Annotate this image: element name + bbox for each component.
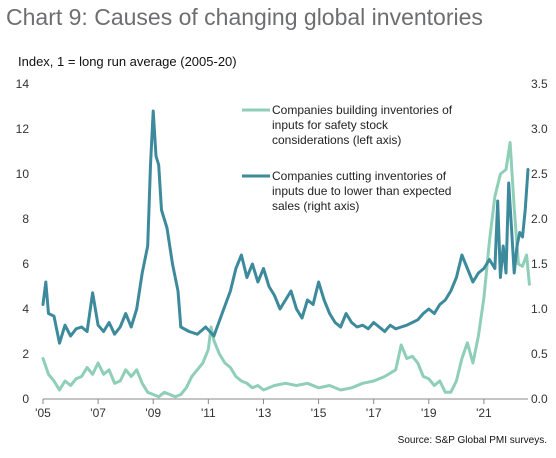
left-axis-tick-label: 4 [22,302,29,316]
x-axis-tick-label: '19 [421,406,437,420]
series-line-cutting-inventories [41,109,530,345]
right-axis-ticks: 0.0 0.5 1.0 1.5 2.0 2.5 3.0 3.5 [531,77,548,406]
right-axis-tick-label: 1.0 [531,302,548,316]
chart-subtitle: Index, 1 = long run average (2005-20) [18,54,237,69]
legend-label-cutting-line2: inputs due to lower than expected [272,184,451,198]
series-lines [41,109,531,399]
right-axis-tick-label: 2.5 [531,167,548,181]
right-axis-tick-label: 1.5 [531,257,548,271]
left-axis-tick-label: 8 [22,212,29,226]
right-axis-tick-label: 3.5 [531,77,548,91]
source-note: Source: S&P Global PMI surveys. [397,435,547,446]
x-axis-ticks: '05 '07 '09 '11 '13 '15 '17 '19 '21 [35,399,492,420]
legend-label-safety-line2: inputs for safety stock [272,118,389,132]
right-axis-tick-label: 0.0 [531,392,548,406]
x-axis-tick-label: '13 [256,406,272,420]
right-axis-tick-label: 0.5 [531,347,548,361]
left-axis-tick-label: 6 [22,257,29,271]
chart-title: Chart 9: Causes of changing global inven… [6,4,483,30]
x-axis-tick-label: '11 [201,406,216,420]
x-axis-tick-label: '21 [476,406,492,420]
legend-label-cutting-line1: Companies cutting inventories of [272,169,447,183]
left-axis-tick-label: 10 [16,167,30,181]
left-axis-ticks: 0 2 4 6 8 10 12 14 [16,77,30,406]
right-axis-tick-label: 3.0 [531,122,548,136]
x-axis-tick-label: '07 [90,406,106,420]
x-axis-tick-label: '17 [366,406,382,420]
left-axis-tick-label: 14 [16,77,30,91]
x-axis-tick-label: '05 [35,406,51,420]
legend: Companies building inventories of inputs… [242,103,453,213]
x-axis-tick-label: '09 [145,406,161,420]
legend-label-safety-line3: considerations (left axis) [272,133,401,147]
series-line-safety-stock [41,141,531,399]
legend-label-safety-line1: Companies building inventories of [272,103,453,117]
left-axis-tick-label: 2 [22,347,29,361]
right-axis-tick-label: 2.0 [531,212,548,226]
left-axis-tick-label: 0 [22,392,29,406]
x-axis-tick-label: '15 [311,406,327,420]
left-axis-tick-label: 12 [16,122,30,136]
legend-label-cutting-line3: sales (right axis) [272,199,359,213]
